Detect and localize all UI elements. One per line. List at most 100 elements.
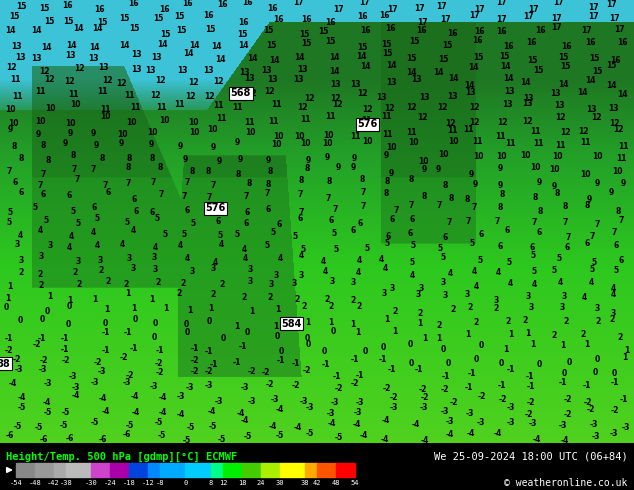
Text: -4: -4 — [493, 429, 501, 438]
Text: -5: -5 — [91, 418, 99, 427]
Bar — [110, 463, 129, 477]
Text: -4: -4 — [241, 416, 249, 425]
Text: 17: 17 — [387, 5, 398, 14]
Text: 10: 10 — [126, 118, 137, 127]
Text: 8: 8 — [235, 170, 241, 178]
Text: 1: 1 — [5, 294, 10, 303]
Text: 12: 12 — [384, 104, 394, 113]
Text: 9: 9 — [217, 157, 222, 166]
Text: 5: 5 — [613, 266, 618, 275]
Text: 12: 12 — [578, 126, 589, 136]
Text: 3: 3 — [611, 309, 616, 318]
Text: 0: 0 — [536, 360, 542, 368]
Text: -4: -4 — [276, 405, 284, 414]
Text: 8: 8 — [500, 190, 505, 199]
Text: 7: 7 — [299, 208, 304, 217]
Text: 2: 2 — [580, 330, 585, 339]
Bar — [261, 463, 280, 477]
Text: 17: 17 — [614, 25, 625, 34]
Text: 15: 15 — [266, 41, 277, 50]
Text: 0: 0 — [592, 368, 597, 377]
Text: 7: 7 — [210, 181, 216, 190]
Text: -1: -1 — [321, 360, 330, 368]
Text: 576: 576 — [358, 119, 378, 129]
Text: 1: 1 — [392, 327, 398, 336]
Text: 0: 0 — [153, 318, 158, 328]
Text: 2: 2 — [177, 289, 182, 298]
Text: 0: 0 — [305, 334, 310, 343]
Text: 2: 2 — [564, 317, 569, 325]
Text: 12: 12 — [437, 103, 448, 112]
Text: 10: 10 — [473, 152, 484, 161]
Text: -3: -3 — [354, 408, 363, 417]
Text: -4: -4 — [381, 435, 389, 443]
Text: 10: 10 — [8, 119, 18, 128]
Text: -4: -4 — [43, 397, 51, 407]
Text: -3: -3 — [330, 397, 339, 407]
Text: 12: 12 — [246, 89, 256, 98]
Text: 10: 10 — [35, 117, 46, 126]
Text: 14: 14 — [500, 62, 510, 71]
Text: 8: 8 — [299, 176, 304, 185]
Text: -4: -4 — [131, 408, 140, 417]
Text: 5: 5 — [124, 218, 129, 227]
Text: 2: 2 — [72, 268, 78, 277]
Text: 0: 0 — [184, 328, 190, 337]
Text: 4: 4 — [474, 282, 479, 291]
Text: 13: 13 — [411, 75, 422, 84]
Text: 16: 16 — [129, 0, 139, 8]
Text: 6: 6 — [385, 232, 391, 241]
Text: 10: 10 — [159, 116, 170, 125]
Text: 6: 6 — [529, 243, 534, 251]
Text: 18: 18 — [238, 480, 246, 486]
Text: 0: 0 — [479, 341, 484, 350]
Text: 0: 0 — [133, 315, 138, 323]
Text: -1: -1 — [38, 334, 46, 343]
Text: 6: 6 — [244, 208, 250, 217]
Text: 15: 15 — [325, 37, 335, 46]
Text: -5: -5 — [126, 421, 134, 430]
Text: 1: 1 — [436, 334, 441, 343]
Text: 7: 7 — [37, 181, 43, 190]
Text: -5: -5 — [62, 408, 70, 417]
Text: 15: 15 — [439, 54, 449, 64]
Text: 15: 15 — [236, 30, 247, 39]
Text: 13: 13 — [261, 66, 272, 75]
Text: 4: 4 — [178, 241, 183, 249]
Text: 8: 8 — [465, 195, 470, 204]
Text: 12: 12 — [264, 87, 275, 96]
Text: -2: -2 — [33, 340, 41, 349]
Text: 12: 12 — [39, 67, 49, 76]
Text: -1: -1 — [388, 365, 396, 374]
Text: 9: 9 — [306, 156, 311, 165]
Text: 5: 5 — [478, 256, 483, 265]
Text: 14: 14 — [294, 52, 305, 62]
Text: 0: 0 — [152, 333, 157, 342]
Text: 4: 4 — [212, 258, 217, 267]
Text: 15: 15 — [382, 49, 392, 57]
Text: 16: 16 — [526, 38, 536, 47]
Text: -2: -2 — [583, 397, 592, 407]
Text: 13: 13 — [523, 94, 533, 102]
Text: 9: 9 — [62, 139, 68, 148]
Text: 15: 15 — [381, 40, 391, 49]
Bar — [66, 463, 91, 477]
Text: 10: 10 — [101, 112, 111, 121]
Text: 8: 8 — [562, 201, 567, 211]
Text: 17: 17 — [436, 2, 447, 11]
Text: 0: 0 — [4, 303, 9, 312]
Text: 2: 2 — [552, 331, 557, 340]
Bar — [336, 463, 355, 477]
Text: 7: 7 — [612, 228, 618, 237]
Text: 14: 14 — [31, 26, 41, 35]
Bar — [280, 463, 305, 477]
Text: 14: 14 — [503, 74, 514, 83]
Text: 0: 0 — [363, 347, 368, 356]
Text: 2: 2 — [77, 280, 82, 289]
Text: 9: 9 — [473, 180, 478, 189]
Text: 8: 8 — [205, 167, 211, 175]
Text: 5: 5 — [7, 218, 12, 227]
Text: 5: 5 — [264, 241, 269, 249]
Text: -4: -4 — [72, 391, 81, 400]
Text: 17: 17 — [441, 15, 451, 24]
